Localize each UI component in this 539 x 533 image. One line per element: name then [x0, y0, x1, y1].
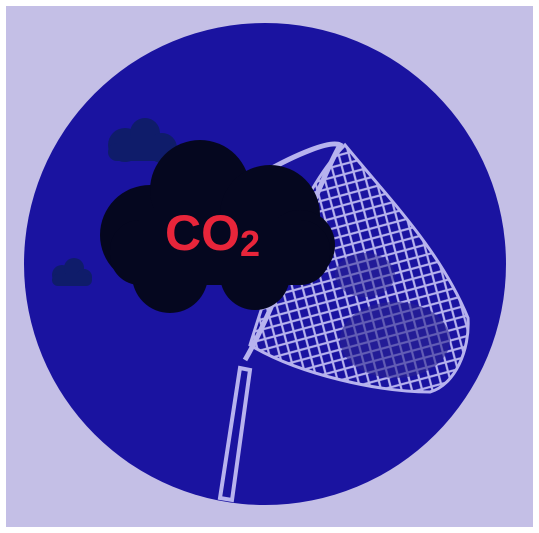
- small-cloud: [108, 118, 178, 163]
- net-handle: [217, 365, 253, 503]
- co-text: CO: [165, 205, 240, 261]
- net-shadow: [335, 253, 395, 297]
- scene: [52, 118, 470, 503]
- net-shadow: [340, 302, 450, 378]
- net-rim: [242, 141, 344, 362]
- co2-label: CO2: [165, 205, 260, 264]
- cloud: [100, 140, 335, 313]
- small-cloud: [52, 258, 92, 286]
- subscript: 2: [240, 223, 260, 264]
